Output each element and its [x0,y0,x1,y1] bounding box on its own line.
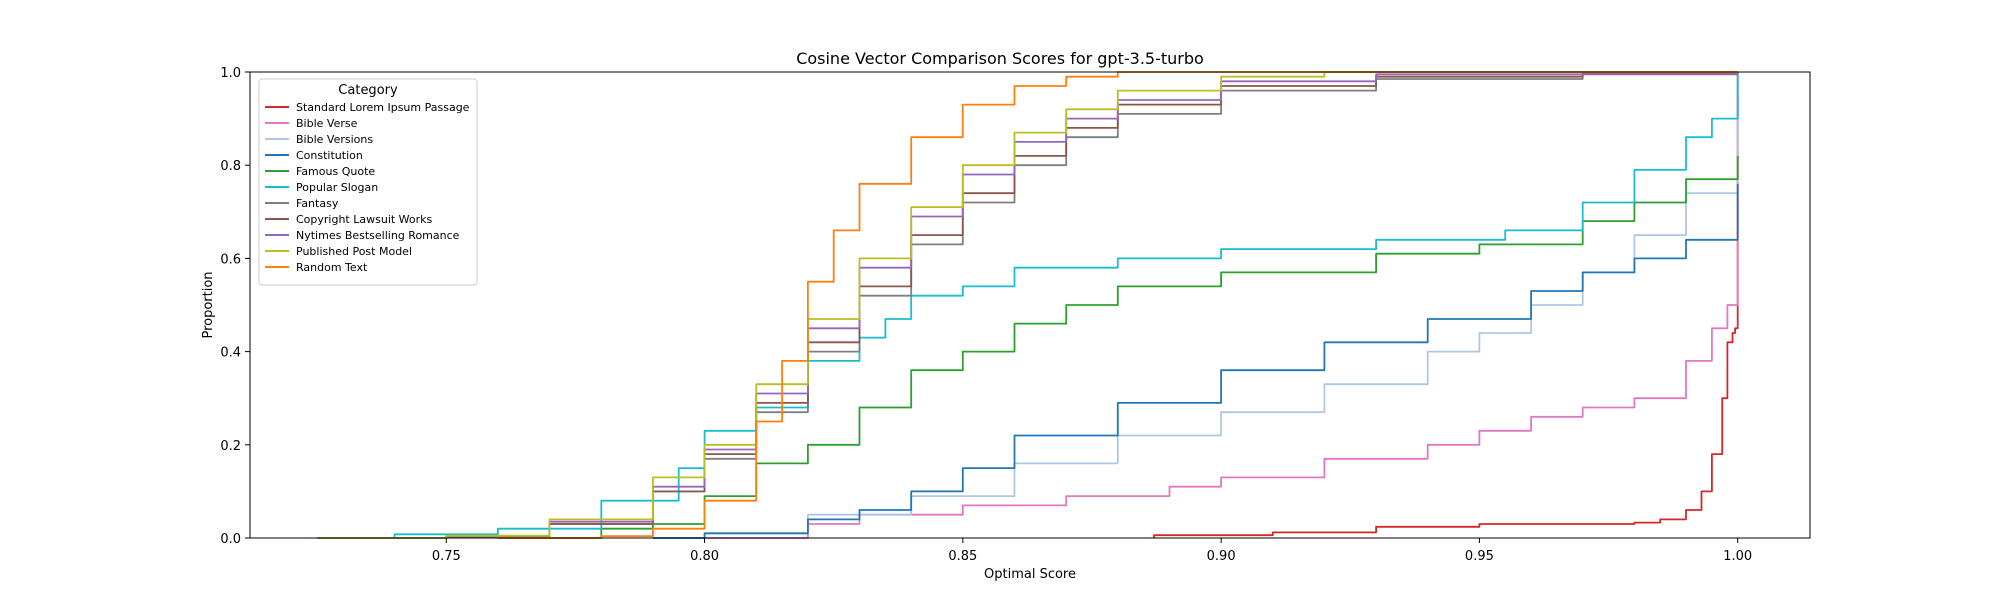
plot-frame [249,71,1811,539]
legend-label-7: Copyright Lawsuit Works [296,213,433,226]
series-line-1 [652,95,1739,539]
series-lines [317,71,1739,539]
legend: Category Standard Lorem Ipsum Passage Bibl… [258,78,478,286]
x-tick-label-2: 0.85 [948,549,977,564]
legend-label-8: Nytimes Bestselling Romance [296,229,460,242]
x-tick-label-5: 1.00 [1723,549,1752,564]
legend-label-3: Constitution [296,149,363,162]
legend-label-6: Fantasy [296,197,339,210]
series-line-2 [652,72,1739,539]
x-tick-label-1: 0.80 [690,549,719,564]
legend-box [258,78,478,286]
x-axis-label: Optimal Score [984,567,1076,582]
legend-label-9: Published Post Model [296,245,412,258]
x-tick-label-4: 0.95 [1465,549,1494,564]
x-axis: 0.75 0.80 0.85 0.90 0.95 1.00 [432,538,1752,564]
legend-label-4: Famous Quote [296,165,375,178]
x-tick-label-3: 0.90 [1207,549,1236,564]
series-line-4 [497,155,1739,539]
y-axis-label: Proportion [201,271,216,338]
series-line-8 [317,72,1739,539]
y-tick-label-2: 0.4 [220,346,241,361]
series-line-0 [1153,72,1739,538]
y-axis: 0.0 0.2 0.4 0.6 0.8 1.0 [220,66,250,547]
legend-label-0: Standard Lorem Ipsum Passage [296,101,470,114]
series-line-10 [497,71,1738,539]
legend-label-2: Bible Versions [296,133,373,146]
y-tick-label-5: 1.0 [220,66,241,81]
y-tick-label-1: 0.2 [220,439,241,454]
y-tick-label-0: 0.0 [220,532,241,547]
y-tick-label-3: 0.6 [220,252,241,267]
legend-label-10: Random Text [296,261,368,274]
chart-title: Cosine Vector Comparison Scores for gpt-… [796,49,1204,68]
series-line-9 [317,71,1738,539]
y-tick-label-4: 0.8 [220,159,241,174]
series-line-3 [652,183,1739,539]
legend-label-5: Popular Slogan [296,181,378,194]
legend-label-1: Bible Verse [296,117,358,130]
legend-title: Category [338,83,398,98]
series-line-5 [393,72,1739,538]
x-tick-label-0: 0.75 [432,549,461,564]
